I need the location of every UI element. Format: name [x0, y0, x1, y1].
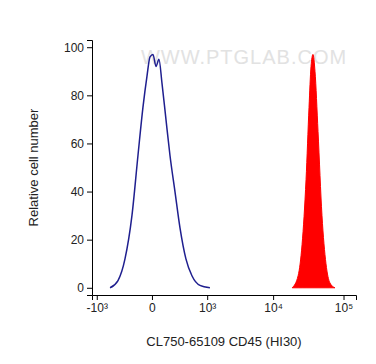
y-axis-title: Relative cell number: [26, 108, 41, 226]
chart: WWW.PTGLAB.COM-10³010³10⁴10⁵020406080100…: [0, 0, 376, 364]
x-tick: 10⁴: [264, 295, 283, 315]
x-tick-mark: [344, 295, 345, 300]
x-tick-label: 10⁴: [264, 301, 283, 315]
y-tick: 100: [64, 41, 92, 55]
y-tick: 20: [71, 233, 92, 247]
y-tick-label: 100: [64, 41, 84, 55]
y-tick-mark: [87, 240, 92, 241]
y-tick: 80: [71, 89, 92, 103]
plot-area: [110, 54, 335, 287]
x-tick: -10³: [87, 295, 108, 315]
x-tick: 0: [149, 295, 156, 315]
y-tick: 60: [71, 137, 92, 151]
x-axis-title: CL750-65109 CD45 (HI30): [146, 334, 301, 349]
x-tick-mark: [207, 295, 208, 300]
x-axis: -10³ 0 10³ 10⁴ 10⁵: [87, 295, 357, 315]
y-tick-mark: [87, 47, 92, 48]
x-tick-mark: [97, 295, 98, 300]
y-tick-mark: [87, 95, 92, 96]
histogram-area: [292, 54, 335, 287]
y-tick-mark: [87, 143, 92, 144]
y-tick-label: 60: [71, 137, 85, 151]
y-axis-line: [87, 41, 93, 296]
y-tick-label: 20: [71, 233, 85, 247]
y-tick-label: 80: [71, 89, 85, 103]
y-tick: 0: [77, 281, 92, 295]
y-tick-mark: [87, 288, 92, 289]
y-tick-label: 40: [71, 185, 85, 199]
x-tick-mark: [273, 295, 274, 300]
x-tick-label: 0: [149, 301, 156, 315]
histogram-line: [110, 54, 210, 287]
x-tick-label: 10⁵: [335, 301, 353, 315]
x-tick: 10³: [199, 295, 216, 315]
y-tick-mark: [87, 192, 92, 193]
x-tick-label: -10³: [87, 301, 108, 315]
x-axis-line: [93, 296, 357, 301]
x-tick-mark: [152, 295, 153, 300]
y-tick: 40: [71, 185, 92, 199]
x-tick: 10⁵: [335, 295, 353, 315]
x-tick-label: 10³: [199, 301, 216, 315]
y-axis: 0 20 40 60 80 100: [64, 41, 93, 296]
watermark: WWW.PTGLAB.COM: [141, 46, 347, 68]
y-tick-label: 0: [77, 281, 84, 295]
